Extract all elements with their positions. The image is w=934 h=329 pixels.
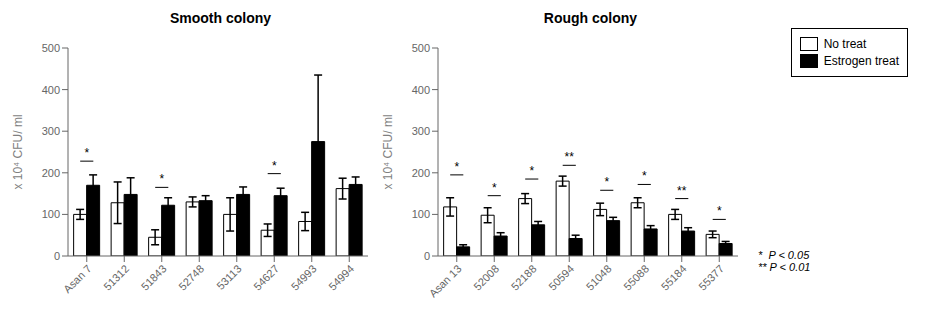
html-text:Smooth colony: Smooth colony bbox=[169, 10, 272, 26]
svg-text:100: 100 bbox=[412, 208, 430, 220]
svg-text:**: ** bbox=[565, 150, 575, 164]
svg-text:200: 200 bbox=[42, 167, 60, 179]
svg-text:52188: 52188 bbox=[509, 262, 539, 292]
svg-text:51843: 51843 bbox=[139, 262, 169, 292]
svg-text:400: 400 bbox=[412, 84, 430, 96]
svg-text:**: ** bbox=[677, 184, 687, 198]
svg-text:*: * bbox=[604, 175, 609, 189]
svg-text:*: * bbox=[159, 172, 164, 186]
svg-text:50594: 50594 bbox=[546, 262, 576, 292]
html-text:No treat: No treat bbox=[823, 37, 867, 51]
svg-text:*: * bbox=[642, 169, 647, 183]
svg-text:x 10⁴ CFU/ ml: x 10⁴ CFU/ ml bbox=[381, 114, 395, 189]
svg-text:0: 0 bbox=[424, 250, 430, 262]
svg-text:51048: 51048 bbox=[584, 262, 614, 292]
svg-text:55184: 55184 bbox=[659, 262, 689, 292]
svg-text:54994: 54994 bbox=[326, 262, 356, 292]
html-text:* P < 0.05: * P < 0.05 bbox=[758, 249, 810, 261]
svg-text:51312: 51312 bbox=[101, 262, 131, 292]
svg-text:300: 300 bbox=[412, 125, 430, 137]
svg-text:100: 100 bbox=[42, 208, 60, 220]
svg-text:54627: 54627 bbox=[251, 262, 281, 292]
html-text:Estrogen treat: Estrogen treat bbox=[823, 54, 899, 68]
svg-text:*: * bbox=[717, 204, 722, 218]
svg-text:*: * bbox=[492, 181, 497, 195]
svg-text:Asan 7: Asan 7 bbox=[61, 262, 94, 295]
svg-text:400: 400 bbox=[42, 84, 60, 96]
svg-text:52008: 52008 bbox=[471, 262, 501, 292]
svg-text:200: 200 bbox=[412, 167, 430, 179]
svg-text:53113: 53113 bbox=[214, 262, 244, 292]
svg-text:55088: 55088 bbox=[621, 262, 651, 292]
svg-text:0: 0 bbox=[54, 250, 60, 262]
svg-text:x 10⁴ CFU/ ml: x 10⁴ CFU/ ml bbox=[11, 114, 25, 189]
svg-text:*: * bbox=[454, 160, 459, 174]
svg-text:*: * bbox=[84, 146, 89, 160]
svg-text:*: * bbox=[272, 159, 277, 173]
svg-text:500: 500 bbox=[412, 42, 430, 54]
html-text:Rough colony: Rough colony bbox=[543, 10, 638, 26]
svg-text:*: * bbox=[529, 164, 534, 178]
svg-text:500: 500 bbox=[42, 42, 60, 54]
html-text:** P < 0.01: ** P < 0.01 bbox=[758, 261, 811, 273]
svg-text:52748: 52748 bbox=[176, 262, 206, 292]
svg-text:Asan 13: Asan 13 bbox=[427, 262, 464, 299]
svg-text:300: 300 bbox=[42, 125, 60, 137]
svg-text:54993: 54993 bbox=[289, 262, 319, 292]
svg-text:55377: 55377 bbox=[696, 262, 726, 292]
